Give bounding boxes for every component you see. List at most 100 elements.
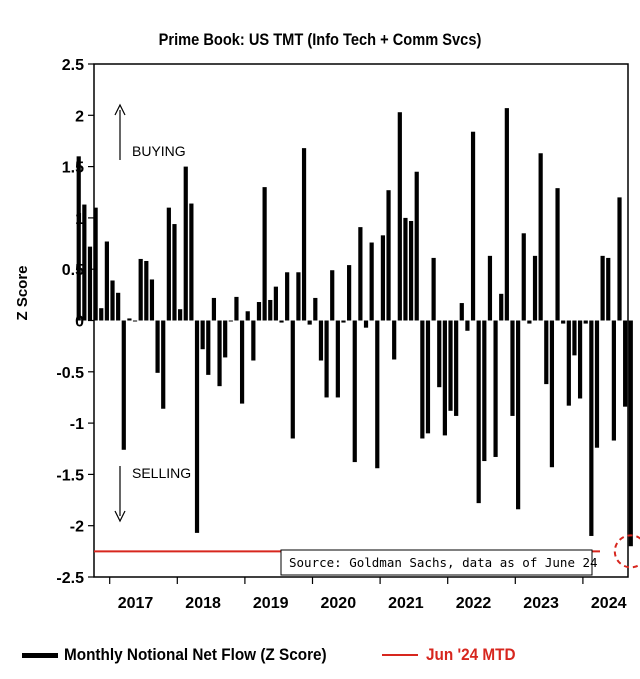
y-tick-label: 1	[75, 211, 84, 228]
source-note: Source: Goldman Sachs, data as of June 2…	[289, 555, 598, 570]
chart-title: Prime Book: US TMT (Info Tech + Comm Svc…	[158, 30, 482, 49]
legend-swatch-flow	[22, 652, 58, 658]
bar	[521, 233, 526, 321]
bar	[352, 320, 357, 463]
bar	[161, 320, 166, 409]
buying-label: BUYING	[132, 143, 186, 159]
y-tick-label: -1.5	[56, 467, 84, 484]
bar	[178, 309, 183, 321]
highlight-circle	[613, 534, 640, 569]
bar	[262, 187, 267, 321]
bar	[76, 156, 81, 321]
bar	[392, 320, 397, 360]
y-tick-label: 0.5	[62, 262, 84, 279]
bar	[442, 320, 447, 436]
bar	[623, 320, 628, 407]
buying-arrowhead-icon	[114, 103, 126, 116]
x-tick-label: 2021	[388, 595, 424, 612]
chart-legend: Monthly Notional Net Flow (Z Score) Jun …	[22, 645, 525, 665]
bar	[127, 318, 132, 321]
bar	[414, 171, 419, 321]
bar	[149, 279, 155, 321]
bar	[544, 320, 549, 385]
bar	[251, 320, 256, 361]
selling-arrowhead-icon	[114, 510, 126, 523]
bar	[313, 297, 318, 321]
bar	[504, 108, 509, 321]
bar	[87, 246, 93, 321]
bar	[211, 297, 217, 321]
x-tick-label: 2024	[591, 595, 627, 612]
x-tick-label: 2020	[321, 595, 357, 612]
bar	[301, 148, 307, 321]
bar	[403, 217, 408, 321]
bar	[268, 299, 273, 321]
bar	[600, 255, 605, 321]
bar	[138, 258, 143, 321]
bar	[324, 320, 329, 398]
bar	[296, 272, 301, 321]
bar	[594, 320, 600, 448]
bar	[256, 302, 262, 321]
bar	[583, 320, 588, 324]
bar	[375, 320, 380, 469]
y-tick-label: 2.5	[62, 57, 84, 74]
bar	[200, 320, 205, 350]
bar	[476, 320, 481, 504]
legend-label-flow: Monthly Notional Net Flow (Z Score)	[64, 645, 327, 664]
bar	[425, 320, 431, 434]
y-tick-label: -2	[70, 519, 84, 536]
bar	[217, 320, 222, 387]
bar	[234, 296, 239, 321]
x-tick-label: 2019	[253, 595, 289, 612]
bar	[566, 320, 571, 406]
bar	[549, 320, 555, 468]
bar	[510, 320, 515, 416]
x-tick-label: 2023	[523, 595, 559, 612]
bar	[611, 320, 616, 441]
bar	[538, 153, 543, 321]
bar	[341, 320, 346, 323]
bar	[223, 320, 228, 358]
bar	[431, 257, 436, 321]
bar	[335, 320, 340, 398]
x-tick-label: 2022	[456, 595, 492, 612]
bar	[572, 320, 577, 356]
bar	[206, 320, 211, 375]
bar	[454, 320, 459, 416]
bar	[330, 270, 335, 321]
y-tick-label: -1	[70, 416, 84, 433]
bar	[121, 320, 126, 450]
bar	[555, 188, 560, 321]
bar	[459, 303, 464, 321]
y-tick-label: -0.5	[56, 365, 84, 382]
bar	[93, 207, 98, 321]
bar	[290, 320, 295, 439]
bar	[279, 320, 284, 323]
bar	[493, 320, 498, 457]
bar	[183, 166, 188, 321]
bar	[482, 320, 487, 462]
bar	[465, 320, 470, 331]
y-tick-label: 0	[75, 314, 84, 331]
bar	[110, 280, 115, 321]
bar	[386, 190, 391, 321]
bar	[380, 235, 386, 321]
bar	[347, 265, 352, 321]
bar	[358, 227, 363, 321]
bar	[155, 320, 160, 373]
bar	[144, 260, 149, 321]
bar	[487, 255, 493, 321]
bar	[245, 311, 250, 321]
bar	[132, 320, 138, 322]
bar	[318, 320, 324, 361]
bar	[420, 320, 425, 439]
bar	[307, 320, 312, 325]
source-box	[280, 549, 593, 576]
bar	[239, 320, 245, 404]
bar	[470, 131, 476, 321]
bar	[408, 220, 414, 321]
x-tick-label: 2017	[118, 595, 154, 612]
bar	[397, 112, 402, 321]
